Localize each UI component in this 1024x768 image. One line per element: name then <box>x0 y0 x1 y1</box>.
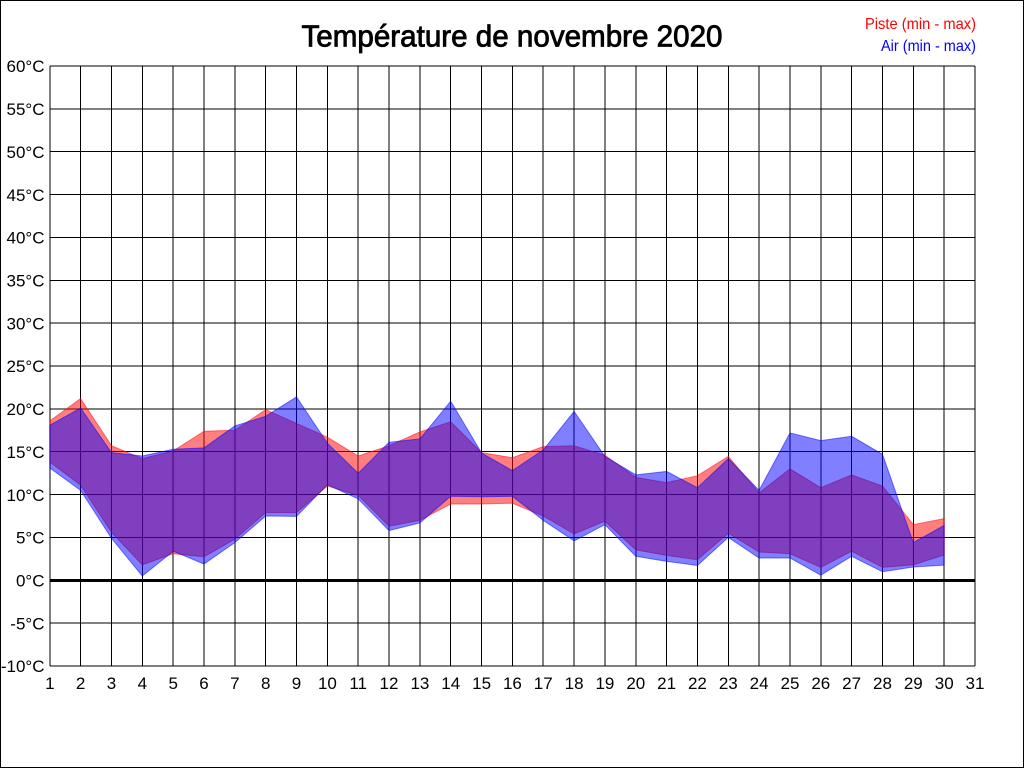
svg-text:17: 17 <box>534 674 553 693</box>
svg-text:31: 31 <box>966 674 985 693</box>
svg-text:35°C: 35°C <box>7 272 45 291</box>
svg-text:22: 22 <box>688 674 707 693</box>
svg-text:60°C: 60°C <box>7 57 45 76</box>
svg-text:6: 6 <box>199 674 208 693</box>
svg-text:10: 10 <box>318 674 337 693</box>
svg-text:-5°C: -5°C <box>10 614 44 633</box>
svg-text:9: 9 <box>292 674 301 693</box>
svg-text:Température de novembre 2020: Température de novembre 2020 <box>302 19 723 54</box>
svg-text:19: 19 <box>595 674 614 693</box>
svg-text:28: 28 <box>873 674 892 693</box>
svg-text:3: 3 <box>107 674 116 693</box>
svg-text:10°C: 10°C <box>7 486 45 505</box>
svg-text:5°C: 5°C <box>16 529 45 548</box>
svg-text:24: 24 <box>750 674 769 693</box>
svg-text:25: 25 <box>781 674 800 693</box>
svg-text:30: 30 <box>935 674 954 693</box>
svg-text:Piste (min - max): Piste (min - max) <box>865 16 976 33</box>
svg-text:23: 23 <box>719 674 738 693</box>
svg-text:13: 13 <box>410 674 429 693</box>
svg-text:25°C: 25°C <box>7 357 45 376</box>
svg-text:8: 8 <box>261 674 270 693</box>
svg-text:20°C: 20°C <box>7 400 45 419</box>
svg-text:40°C: 40°C <box>7 229 45 248</box>
svg-text:30°C: 30°C <box>7 314 45 333</box>
svg-text:55°C: 55°C <box>7 100 45 119</box>
svg-text:29: 29 <box>904 674 923 693</box>
svg-text:27: 27 <box>842 674 861 693</box>
svg-text:26: 26 <box>811 674 830 693</box>
svg-text:20: 20 <box>626 674 645 693</box>
svg-text:50°C: 50°C <box>7 143 45 162</box>
svg-text:11: 11 <box>349 674 367 693</box>
svg-text:16: 16 <box>503 674 522 693</box>
svg-text:45°C: 45°C <box>7 186 45 205</box>
svg-text:15: 15 <box>472 674 491 693</box>
svg-text:12: 12 <box>380 674 399 693</box>
svg-text:Air (min - max): Air (min - max) <box>881 38 976 55</box>
svg-text:14: 14 <box>441 674 460 693</box>
svg-text:18: 18 <box>565 674 584 693</box>
svg-text:0°C: 0°C <box>16 572 45 591</box>
svg-text:1: 1 <box>45 674 54 693</box>
svg-text:15°C: 15°C <box>7 443 45 462</box>
svg-text:2: 2 <box>76 674 85 693</box>
svg-text:4: 4 <box>138 674 147 693</box>
svg-text:7: 7 <box>230 674 239 693</box>
svg-text:21: 21 <box>657 674 676 693</box>
svg-text:-10°C: -10°C <box>1 657 45 676</box>
svg-text:5: 5 <box>168 674 177 693</box>
